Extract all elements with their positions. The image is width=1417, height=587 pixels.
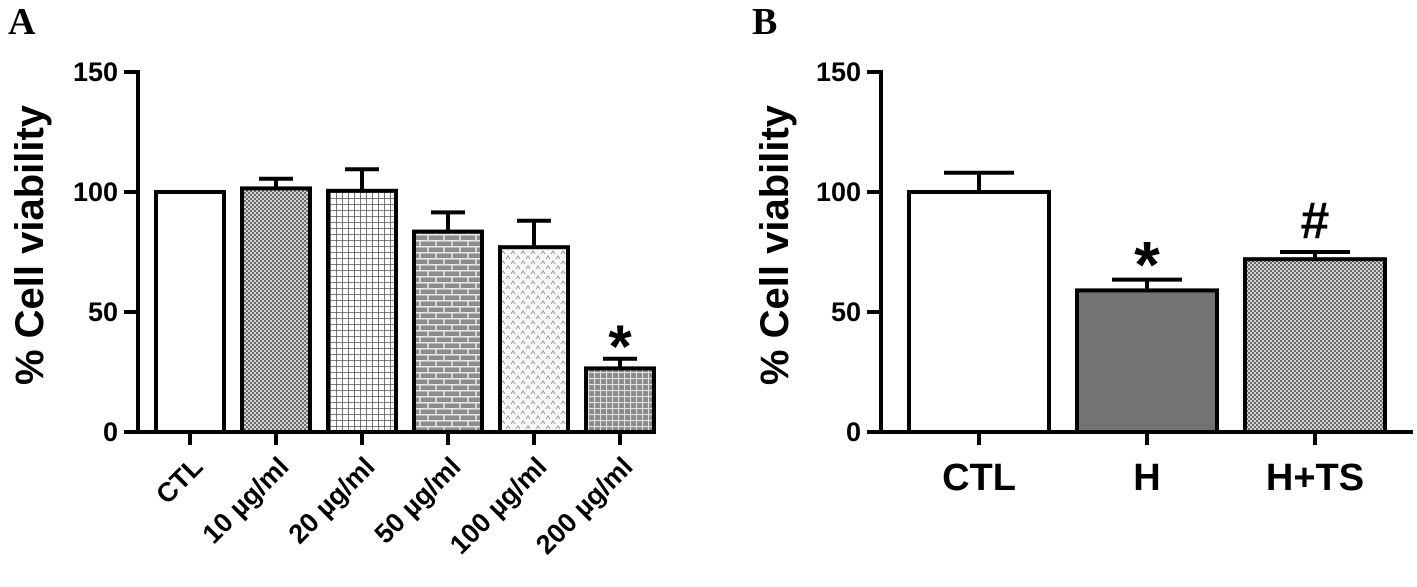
bar <box>907 190 1051 434</box>
y-tick-label: 0 <box>846 417 861 447</box>
bar <box>412 229 484 434</box>
bar <box>326 188 398 434</box>
y-tick-label: 150 <box>816 57 861 87</box>
significance-marker: # <box>1301 192 1330 250</box>
bar <box>240 186 312 434</box>
x-tick-label: 10 µg/ml <box>197 451 295 549</box>
x-tick-label: H+TS <box>1266 457 1364 499</box>
significance-marker: * <box>1134 228 1160 302</box>
significance-marker: * <box>608 313 632 380</box>
bar <box>154 190 226 434</box>
y-tick-label: 100 <box>816 177 861 207</box>
y-axis-label: % Cell viability <box>753 104 797 385</box>
x-tick-label: CTL <box>150 451 208 509</box>
panel-letter: A <box>8 1 36 43</box>
panel-letter: B <box>752 1 777 43</box>
y-tick-label: 50 <box>831 297 861 327</box>
bar <box>1075 288 1219 434</box>
x-tick-label: CTL <box>942 457 1016 499</box>
y-tick-label: 0 <box>103 417 118 447</box>
bar <box>1243 257 1387 435</box>
y-tick-label: 50 <box>88 297 118 327</box>
y-axis-label: % Cell viability <box>8 104 52 385</box>
y-tick-label: 100 <box>73 177 118 207</box>
panel-b: B % Cell viability 0 50 100 150 CTL H * H+TS # <box>752 1 1413 499</box>
x-tick-label: 20 µg/ml <box>283 451 381 549</box>
bar <box>498 245 570 434</box>
x-tick-label: H <box>1133 457 1160 499</box>
y-tick-label: 150 <box>73 57 118 87</box>
